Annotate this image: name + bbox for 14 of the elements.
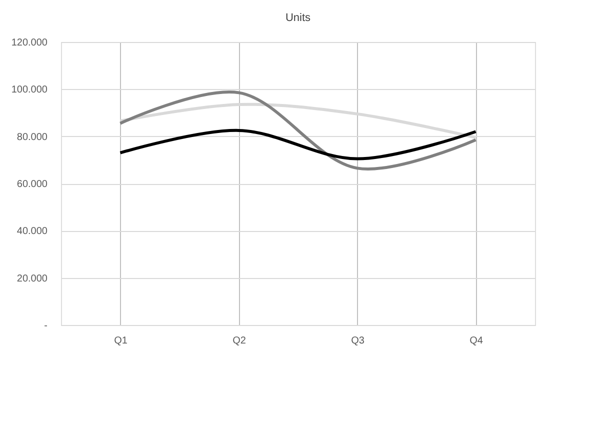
y-tick-label: - [44,320,48,332]
x-tick-label: Q3 [351,336,365,346]
line-series [118,128,478,160]
y-tick-label: 120.000 [11,38,48,48]
y-tick-label: 60.000 [16,179,48,190]
x-tick-label: Q4 [470,336,484,346]
y-tick-label: 40.000 [16,226,48,238]
y-tick-label: 20.000 [16,273,48,284]
line-series [118,90,478,170]
y-tick-label: 100.000 [11,84,48,96]
x-tick-label: Q1 [114,336,128,346]
x-tick-label: Q2 [232,336,246,346]
y-tick-label: 80.000 [16,132,48,143]
chart-title: Units [285,12,312,24]
